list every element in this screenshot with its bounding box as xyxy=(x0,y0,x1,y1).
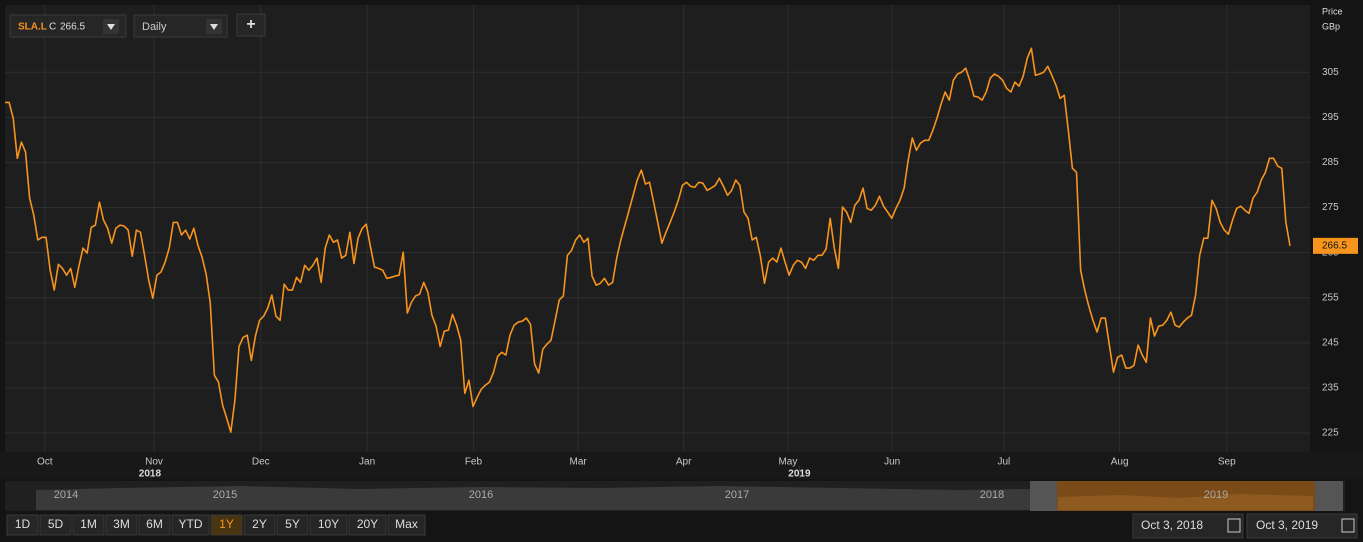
x-tick-label: Sep xyxy=(1218,457,1236,468)
range-button-label: 20Y xyxy=(357,517,378,531)
x-tick-label: Nov xyxy=(145,457,163,468)
range-button-label: 5D xyxy=(48,517,64,531)
range-button[interactable] xyxy=(210,514,243,536)
y-tick-label: 305 xyxy=(1322,67,1339,78)
range-button-label: 2Y xyxy=(252,517,267,531)
dropdown-arrow xyxy=(107,24,115,30)
price-tag-label: 266.5 xyxy=(1322,241,1347,252)
year-label: 2018 xyxy=(139,469,162,480)
y-tick-label: 275 xyxy=(1322,202,1339,213)
year-label: 2019 xyxy=(788,469,811,480)
dropdown-arrow xyxy=(210,24,218,30)
navigator-year: 2014 xyxy=(54,489,78,501)
y-tick-label: 235 xyxy=(1322,383,1339,394)
navigator-year: 2017 xyxy=(725,489,749,501)
close-value: 266.5 xyxy=(60,22,85,33)
range-button-label: 3M xyxy=(113,517,130,531)
navigator-year: 2019 xyxy=(1204,489,1228,501)
range-button[interactable] xyxy=(72,514,105,536)
y-tick-label: 255 xyxy=(1322,292,1339,303)
x-tick-label: Aug xyxy=(1111,457,1129,468)
symbol-box[interactable] xyxy=(9,14,127,38)
navigator-year: 2016 xyxy=(469,489,493,501)
x-tick-label: Apr xyxy=(676,457,692,468)
x-tick-label: Jan xyxy=(359,457,375,468)
range-button[interactable] xyxy=(6,514,39,536)
y-tick-label: 245 xyxy=(1322,337,1339,348)
range-button[interactable] xyxy=(39,514,72,536)
grid xyxy=(5,5,1310,452)
date-from[interactable] xyxy=(1132,513,1244,539)
date-from-text: Oct 3, 2018 xyxy=(1141,518,1203,532)
navigator-year: 2018 xyxy=(980,489,1004,501)
calendar-icon[interactable] xyxy=(1227,518,1241,533)
axis-title: Price xyxy=(1322,6,1343,16)
navigator-handle[interactable] xyxy=(1315,481,1343,511)
x-tick-label: Oct xyxy=(37,457,53,468)
x-tick-label: Jul xyxy=(997,457,1010,468)
range-button-label: 1Y xyxy=(219,517,234,531)
y-tick-label: 285 xyxy=(1322,157,1339,168)
x-tick-label: Mar xyxy=(570,457,588,468)
range-button-label: 6M xyxy=(146,517,163,531)
date-to-text: Oct 3, 2019 xyxy=(1256,518,1318,532)
range-buttons: 1D 5D 1M 3M 6M YTD 1Y 2Y 5Y 10Y 20Y Max xyxy=(6,514,426,536)
x-axis-band xyxy=(0,452,1363,479)
date-to[interactable] xyxy=(1246,513,1358,539)
navigator-selection-overview xyxy=(1058,494,1313,510)
range-button-label: 5Y xyxy=(285,517,300,531)
range-button-label: 1M xyxy=(80,517,97,531)
plot-area xyxy=(5,5,1310,452)
y-tick-label: 295 xyxy=(1322,112,1339,123)
range-button-label: 10Y xyxy=(318,517,339,531)
navigator-year: 2015 xyxy=(213,489,237,501)
interval-box[interactable] xyxy=(133,14,228,38)
x-tick-label: Dec xyxy=(252,457,270,468)
range-button[interactable] xyxy=(105,514,138,536)
add-icon: + xyxy=(246,16,255,33)
range-button[interactable] xyxy=(243,514,276,536)
range-button-label: Max xyxy=(395,517,418,531)
add-button[interactable] xyxy=(236,13,266,37)
navigator-overview xyxy=(36,486,1030,510)
range-button[interactable] xyxy=(387,514,426,536)
navigator-handle[interactable] xyxy=(1030,481,1057,511)
close-prefix: C xyxy=(49,22,56,33)
navigator-labels: 2014 2015 2016 2017 2018 2019 xyxy=(54,489,1228,501)
plot xyxy=(5,47,1291,433)
range-button[interactable] xyxy=(276,514,309,536)
price-tag xyxy=(1313,237,1358,254)
x-tick-label: Jun xyxy=(884,457,900,468)
y-tick-label: 225 xyxy=(1322,428,1339,439)
price-line xyxy=(5,47,1291,433)
range-button-label: YTD xyxy=(179,517,203,531)
range-button-label: 1D xyxy=(15,517,31,531)
interval: Daily xyxy=(142,21,167,33)
calendar-icon[interactable] xyxy=(1341,518,1355,533)
range-button[interactable] xyxy=(348,514,387,536)
range-button[interactable] xyxy=(309,514,348,536)
ticker: SLA.L xyxy=(18,22,47,33)
range-button[interactable] xyxy=(171,514,210,536)
range-button[interactable] xyxy=(138,514,171,536)
x-tick-label: May xyxy=(778,457,797,468)
axis-title: GBp xyxy=(1322,21,1340,31)
x-tick-label: Feb xyxy=(465,457,483,468)
